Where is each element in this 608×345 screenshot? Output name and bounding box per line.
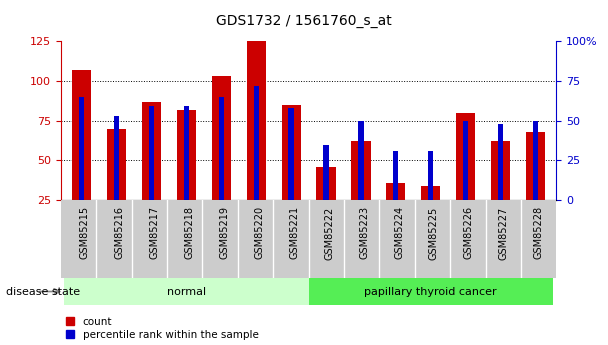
Bar bbox=[323, 145, 329, 200]
Bar bbox=[351, 141, 370, 200]
Text: GSM85220: GSM85220 bbox=[255, 206, 264, 259]
Bar bbox=[107, 129, 126, 200]
Text: papillary thyroid cancer: papillary thyroid cancer bbox=[364, 287, 497, 296]
Bar bbox=[288, 108, 294, 200]
Text: GSM85222: GSM85222 bbox=[324, 206, 334, 259]
Bar bbox=[142, 102, 161, 200]
Bar bbox=[358, 121, 364, 200]
Bar bbox=[247, 41, 266, 200]
Bar bbox=[428, 151, 434, 200]
Text: GSM85228: GSM85228 bbox=[534, 206, 544, 259]
Bar bbox=[254, 86, 259, 200]
Text: GSM85227: GSM85227 bbox=[499, 206, 509, 259]
Bar bbox=[393, 151, 398, 200]
Text: GSM85218: GSM85218 bbox=[185, 206, 195, 259]
Bar bbox=[456, 113, 475, 200]
Bar bbox=[498, 124, 503, 200]
Text: GSM85215: GSM85215 bbox=[80, 206, 90, 259]
Legend: count, percentile rank within the sample: count, percentile rank within the sample bbox=[66, 317, 258, 340]
Text: GSM85217: GSM85217 bbox=[150, 206, 160, 259]
Bar bbox=[463, 121, 468, 200]
Text: GSM85216: GSM85216 bbox=[115, 206, 125, 259]
Text: GSM85225: GSM85225 bbox=[429, 206, 439, 259]
Bar bbox=[149, 107, 154, 200]
Bar bbox=[177, 110, 196, 200]
Text: GSM85219: GSM85219 bbox=[219, 206, 230, 259]
Text: GSM85226: GSM85226 bbox=[464, 206, 474, 259]
Bar bbox=[309, 278, 553, 305]
Bar bbox=[386, 183, 406, 200]
Text: GSM85221: GSM85221 bbox=[289, 206, 299, 259]
Bar bbox=[219, 97, 224, 200]
Bar bbox=[79, 97, 85, 200]
Bar bbox=[491, 141, 510, 200]
Bar bbox=[212, 76, 231, 200]
Text: disease state: disease state bbox=[6, 287, 80, 296]
Bar bbox=[526, 132, 545, 200]
Bar bbox=[421, 186, 440, 200]
Bar bbox=[282, 105, 301, 200]
Text: GSM85223: GSM85223 bbox=[359, 206, 369, 259]
Bar bbox=[316, 167, 336, 200]
Text: normal: normal bbox=[167, 287, 206, 296]
Bar bbox=[64, 278, 309, 305]
Text: GDS1732 / 1561760_s_at: GDS1732 / 1561760_s_at bbox=[216, 14, 392, 28]
Bar bbox=[533, 121, 538, 200]
Text: GSM85224: GSM85224 bbox=[394, 206, 404, 259]
Bar bbox=[114, 116, 119, 200]
Bar bbox=[72, 70, 91, 200]
Bar bbox=[184, 107, 189, 200]
